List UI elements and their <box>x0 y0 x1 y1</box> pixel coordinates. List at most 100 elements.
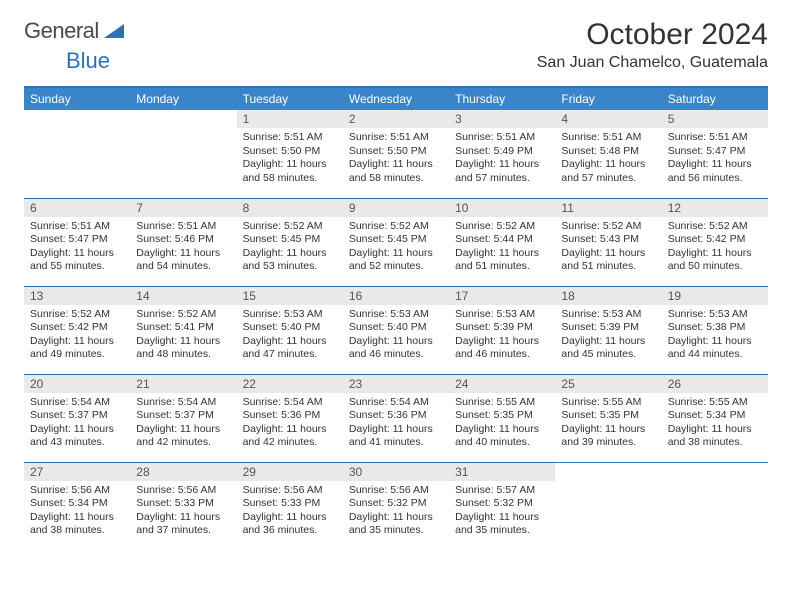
month-title: October 2024 <box>537 18 768 52</box>
day-details: Sunrise: 5:55 AMSunset: 5:34 PMDaylight:… <box>662 393 768 455</box>
daylight-text: Daylight: 11 hours and 55 minutes. <box>30 247 124 274</box>
sunset-text: Sunset: 5:35 PM <box>455 409 549 423</box>
sunrise-text: Sunrise: 5:54 AM <box>30 396 124 410</box>
daylight-text: Daylight: 11 hours and 38 minutes. <box>30 511 124 538</box>
day-details: Sunrise: 5:53 AMSunset: 5:39 PMDaylight:… <box>449 305 555 367</box>
sunset-text: Sunset: 5:34 PM <box>30 497 124 511</box>
sunset-text: Sunset: 5:40 PM <box>243 321 337 335</box>
sunrise-text: Sunrise: 5:55 AM <box>668 396 762 410</box>
daylight-text: Daylight: 11 hours and 56 minutes. <box>668 158 762 185</box>
sunrise-text: Sunrise: 5:54 AM <box>243 396 337 410</box>
day-number: 19 <box>662 287 768 305</box>
sunset-text: Sunset: 5:33 PM <box>136 497 230 511</box>
calendar-day-cell: 22Sunrise: 5:54 AMSunset: 5:36 PMDayligh… <box>237 374 343 462</box>
calendar-day-cell: 19Sunrise: 5:53 AMSunset: 5:38 PMDayligh… <box>662 286 768 374</box>
day-details: Sunrise: 5:56 AMSunset: 5:32 PMDaylight:… <box>343 481 449 543</box>
day-number: 11 <box>555 199 661 217</box>
day-number: 2 <box>343 110 449 128</box>
day-number: 28 <box>130 463 236 481</box>
sunrise-text: Sunrise: 5:56 AM <box>136 484 230 498</box>
sunrise-text: Sunrise: 5:56 AM <box>243 484 337 498</box>
daylight-text: Daylight: 11 hours and 40 minutes. <box>455 423 549 450</box>
day-details: Sunrise: 5:53 AMSunset: 5:40 PMDaylight:… <box>237 305 343 367</box>
sunrise-text: Sunrise: 5:52 AM <box>668 220 762 234</box>
day-details: Sunrise: 5:56 AMSunset: 5:33 PMDaylight:… <box>130 481 236 543</box>
day-details: Sunrise: 5:51 AMSunset: 5:47 PMDaylight:… <box>662 128 768 190</box>
day-details: Sunrise: 5:51 AMSunset: 5:47 PMDaylight:… <box>24 217 130 279</box>
calendar-day-cell: 8Sunrise: 5:52 AMSunset: 5:45 PMDaylight… <box>237 198 343 286</box>
day-details: Sunrise: 5:53 AMSunset: 5:38 PMDaylight:… <box>662 305 768 367</box>
calendar-day-cell: 26Sunrise: 5:55 AMSunset: 5:34 PMDayligh… <box>662 374 768 462</box>
sunset-text: Sunset: 5:44 PM <box>455 233 549 247</box>
brand-name-a: General <box>24 18 99 44</box>
calendar-day-cell: 28Sunrise: 5:56 AMSunset: 5:33 PMDayligh… <box>130 462 236 550</box>
sunrise-text: Sunrise: 5:52 AM <box>349 220 443 234</box>
daylight-text: Daylight: 11 hours and 54 minutes. <box>136 247 230 274</box>
day-details: Sunrise: 5:56 AMSunset: 5:34 PMDaylight:… <box>24 481 130 543</box>
daylight-text: Daylight: 11 hours and 41 minutes. <box>349 423 443 450</box>
daylight-text: Daylight: 11 hours and 35 minutes. <box>455 511 549 538</box>
day-number: 1 <box>237 110 343 128</box>
calendar-day-cell: 4Sunrise: 5:51 AMSunset: 5:48 PMDaylight… <box>555 110 661 198</box>
sunset-text: Sunset: 5:50 PM <box>243 145 337 159</box>
sunrise-text: Sunrise: 5:55 AM <box>561 396 655 410</box>
sunrise-text: Sunrise: 5:51 AM <box>30 220 124 234</box>
sunrise-text: Sunrise: 5:52 AM <box>455 220 549 234</box>
sunrise-text: Sunrise: 5:56 AM <box>349 484 443 498</box>
day-details: Sunrise: 5:51 AMSunset: 5:48 PMDaylight:… <box>555 128 661 190</box>
day-header: Thursday <box>449 87 555 110</box>
sunrise-text: Sunrise: 5:56 AM <box>30 484 124 498</box>
sunrise-text: Sunrise: 5:51 AM <box>668 131 762 145</box>
day-number: 31 <box>449 463 555 481</box>
day-number: 21 <box>130 375 236 393</box>
daylight-text: Daylight: 11 hours and 51 minutes. <box>561 247 655 274</box>
daylight-text: Daylight: 11 hours and 37 minutes. <box>136 511 230 538</box>
calendar-table: SundayMondayTuesdayWednesdayThursdayFrid… <box>24 86 768 550</box>
day-number: 6 <box>24 199 130 217</box>
sunrise-text: Sunrise: 5:55 AM <box>455 396 549 410</box>
daylight-text: Daylight: 11 hours and 53 minutes. <box>243 247 337 274</box>
sunset-text: Sunset: 5:45 PM <box>243 233 337 247</box>
sunset-text: Sunset: 5:42 PM <box>30 321 124 335</box>
daylight-text: Daylight: 11 hours and 45 minutes. <box>561 335 655 362</box>
day-number: 22 <box>237 375 343 393</box>
day-details: Sunrise: 5:54 AMSunset: 5:36 PMDaylight:… <box>237 393 343 455</box>
sunset-text: Sunset: 5:39 PM <box>561 321 655 335</box>
daylight-text: Daylight: 11 hours and 42 minutes. <box>243 423 337 450</box>
daylight-text: Daylight: 11 hours and 42 minutes. <box>136 423 230 450</box>
sunset-text: Sunset: 5:37 PM <box>30 409 124 423</box>
calendar-day-cell: 18Sunrise: 5:53 AMSunset: 5:39 PMDayligh… <box>555 286 661 374</box>
day-details: Sunrise: 5:53 AMSunset: 5:40 PMDaylight:… <box>343 305 449 367</box>
daylight-text: Daylight: 11 hours and 57 minutes. <box>561 158 655 185</box>
day-details: Sunrise: 5:52 AMSunset: 5:42 PMDaylight:… <box>24 305 130 367</box>
day-details: Sunrise: 5:52 AMSunset: 5:44 PMDaylight:… <box>449 217 555 279</box>
sunrise-text: Sunrise: 5:51 AM <box>455 131 549 145</box>
daylight-text: Daylight: 11 hours and 58 minutes. <box>349 158 443 185</box>
sunrise-text: Sunrise: 5:52 AM <box>30 308 124 322</box>
day-details: Sunrise: 5:54 AMSunset: 5:37 PMDaylight:… <box>130 393 236 455</box>
sunrise-text: Sunrise: 5:51 AM <box>243 131 337 145</box>
daylight-text: Daylight: 11 hours and 46 minutes. <box>349 335 443 362</box>
day-header: Tuesday <box>237 87 343 110</box>
sunset-text: Sunset: 5:33 PM <box>243 497 337 511</box>
calendar-day-cell: 17Sunrise: 5:53 AMSunset: 5:39 PMDayligh… <box>449 286 555 374</box>
calendar-day-cell: 9Sunrise: 5:52 AMSunset: 5:45 PMDaylight… <box>343 198 449 286</box>
daylight-text: Daylight: 11 hours and 46 minutes. <box>455 335 549 362</box>
sunset-text: Sunset: 5:41 PM <box>136 321 230 335</box>
daylight-text: Daylight: 11 hours and 47 minutes. <box>243 335 337 362</box>
day-header: Wednesday <box>343 87 449 110</box>
day-number: 12 <box>662 199 768 217</box>
sunset-text: Sunset: 5:49 PM <box>455 145 549 159</box>
sunrise-text: Sunrise: 5:51 AM <box>349 131 443 145</box>
sunset-text: Sunset: 5:36 PM <box>243 409 337 423</box>
sunset-text: Sunset: 5:45 PM <box>349 233 443 247</box>
day-number: 27 <box>24 463 130 481</box>
daylight-text: Daylight: 11 hours and 35 minutes. <box>349 511 443 538</box>
sunrise-text: Sunrise: 5:51 AM <box>561 131 655 145</box>
day-details: Sunrise: 5:52 AMSunset: 5:45 PMDaylight:… <box>237 217 343 279</box>
sunset-text: Sunset: 5:47 PM <box>668 145 762 159</box>
day-details: Sunrise: 5:54 AMSunset: 5:37 PMDaylight:… <box>24 393 130 455</box>
day-details: Sunrise: 5:51 AMSunset: 5:50 PMDaylight:… <box>237 128 343 190</box>
calendar-week-row: 6Sunrise: 5:51 AMSunset: 5:47 PMDaylight… <box>24 198 768 286</box>
sunrise-text: Sunrise: 5:53 AM <box>561 308 655 322</box>
